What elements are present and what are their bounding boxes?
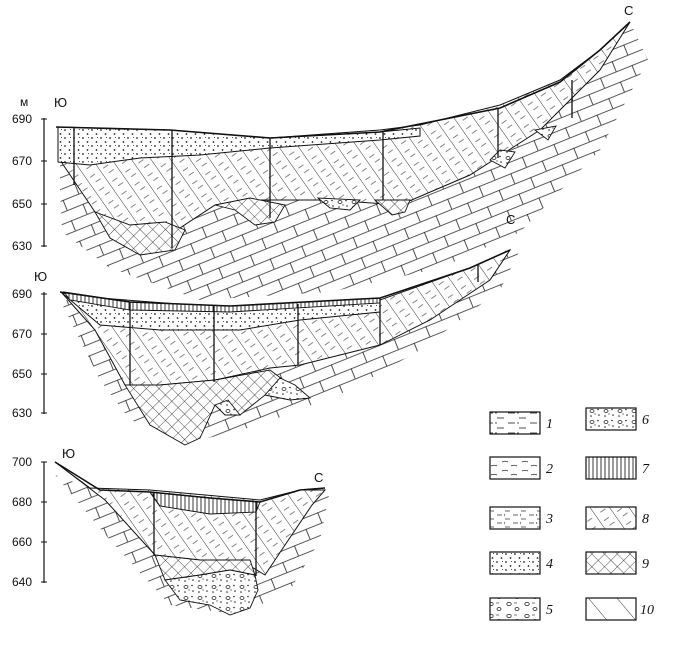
dir-left-2: Ю bbox=[34, 269, 47, 284]
legend-num-3: 3 bbox=[545, 512, 553, 527]
legend: 1 2 3 4 5 6 7 8 bbox=[489, 407, 654, 621]
tick-1-3: 630 bbox=[12, 239, 32, 253]
fill-crosshatch-1b bbox=[214, 197, 286, 226]
legend-item-1: 1 bbox=[489, 411, 553, 435]
tick-3-0: 700 bbox=[12, 455, 32, 469]
legend-item-10: 10 bbox=[585, 597, 654, 621]
boreholes-1 bbox=[73, 80, 573, 248]
dir-right-2: С bbox=[506, 212, 515, 227]
tick-2-3: 630 bbox=[12, 406, 32, 420]
tick-3-1: 680 bbox=[12, 495, 32, 509]
tick-1-1: 670 bbox=[12, 154, 32, 168]
tick-1-0: 690 bbox=[12, 112, 32, 126]
fill-crosshatch-1c bbox=[373, 199, 411, 216]
fill-gravel-3 bbox=[164, 569, 259, 616]
profile-2: Ю С 690 670 650 630 bbox=[12, 212, 525, 446]
fill-crosshatch-2 bbox=[124, 369, 291, 446]
legend-num-6: 6 bbox=[642, 413, 649, 428]
legend-item-7: 7 bbox=[585, 456, 650, 480]
legend-item-5: 5 bbox=[489, 597, 553, 621]
profile-3: Ю С 700 680 660 640 bbox=[12, 446, 330, 616]
dir-right-3: С bbox=[314, 470, 323, 485]
unit-label-1: м bbox=[20, 95, 28, 109]
fill-gravel-1b bbox=[489, 149, 516, 169]
tick-3-2: 660 bbox=[12, 535, 32, 549]
legend-item-9: 9 bbox=[585, 551, 649, 575]
legend-num-8: 8 bbox=[642, 512, 649, 527]
legend-num-7: 7 bbox=[642, 462, 650, 477]
fill-gravel-2b bbox=[214, 399, 241, 416]
fill-gravel-1c bbox=[533, 125, 557, 141]
legend-num-2: 2 bbox=[546, 462, 553, 477]
legend-num-5: 5 bbox=[546, 603, 553, 618]
boreholes-2 bbox=[129, 265, 479, 385]
fill-crosshatch-1a bbox=[93, 211, 186, 256]
dir-left-3: Ю bbox=[62, 446, 75, 461]
legend-item-3: 3 bbox=[489, 506, 553, 530]
legend-num-10: 10 bbox=[640, 603, 654, 618]
fill-gravel-1 bbox=[316, 197, 362, 211]
surface-1 bbox=[55, 21, 631, 139]
legend-num-4: 4 bbox=[546, 557, 553, 572]
legend-num-9: 9 bbox=[642, 557, 649, 572]
tick-2-2: 650 bbox=[12, 367, 32, 381]
tick-2-0: 690 bbox=[12, 287, 32, 301]
fill-gravel-2 bbox=[264, 377, 312, 401]
tick-3-3: 640 bbox=[12, 575, 32, 589]
legend-item-6: 6 bbox=[585, 407, 649, 431]
legend-item-8: 8 bbox=[585, 506, 649, 530]
surface-3 bbox=[54, 461, 326, 503]
legend-item-4: 4 bbox=[489, 551, 553, 575]
tick-1-2: 650 bbox=[12, 197, 32, 211]
surface-2 bbox=[59, 249, 511, 307]
dir-left-1: Ю bbox=[54, 95, 67, 110]
legend-item-2: 2 bbox=[489, 456, 553, 480]
dir-right-1: С bbox=[624, 3, 633, 18]
boreholes-3 bbox=[153, 492, 257, 576]
tick-2-1: 670 bbox=[12, 327, 32, 341]
legend-num-1: 1 bbox=[546, 417, 553, 432]
profile-1: м Ю С 690 670 650 630 bbox=[12, 3, 648, 300]
